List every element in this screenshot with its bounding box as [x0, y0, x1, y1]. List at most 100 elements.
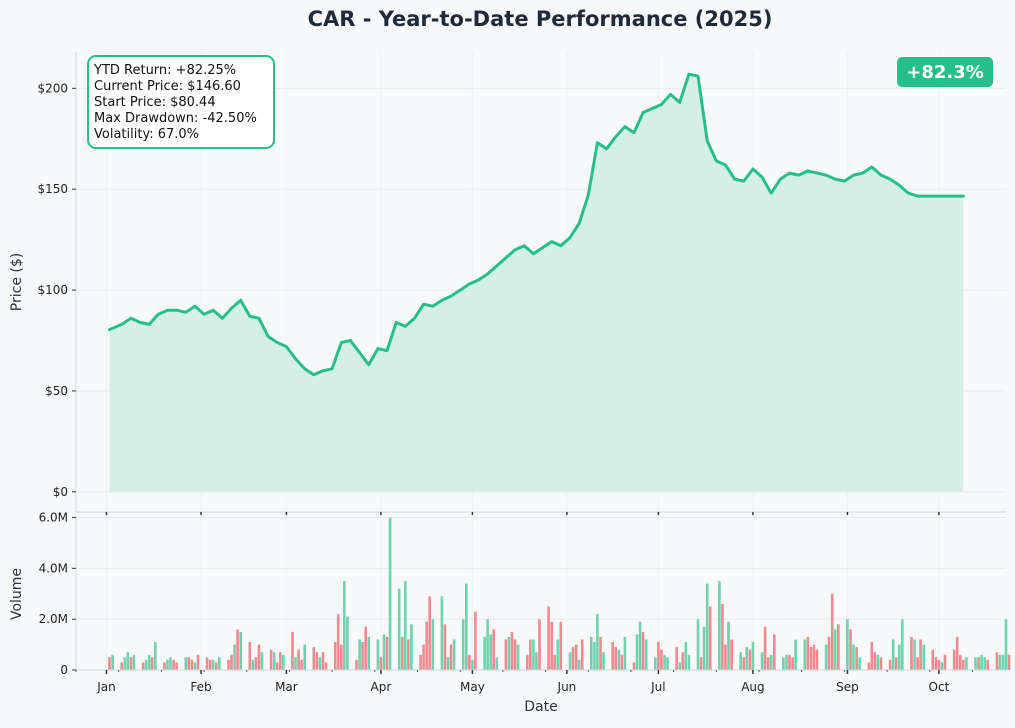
volume-bar [553, 654, 556, 670]
volume-bar [696, 619, 700, 670]
volume-bar [580, 639, 584, 670]
volume-bar [849, 629, 852, 670]
volume-bar [324, 662, 328, 670]
volume-bar [120, 662, 123, 670]
volume-bar [419, 654, 422, 670]
volume-bar [547, 606, 550, 670]
volume-bar [986, 659, 989, 670]
volume-bar [769, 654, 773, 670]
return-badge: +82.3% [897, 57, 993, 87]
volume-bar [300, 659, 303, 670]
volume-bar [275, 662, 279, 670]
volume-bar [422, 644, 425, 670]
volume-bar [507, 637, 511, 670]
volume-bar [760, 652, 764, 670]
volume-bar [251, 659, 255, 670]
volume-x-tick-label: May [460, 680, 485, 694]
volume-bar [471, 659, 474, 670]
volume-bar [303, 644, 306, 670]
volume-bar [620, 654, 624, 670]
volume-bar [461, 619, 465, 670]
volume-bar [684, 642, 688, 670]
stats-line-volatility: Volatility: 67.0% [94, 127, 199, 142]
volume-y-tick-label: 4.0M [39, 561, 68, 575]
volume-bar [230, 654, 233, 670]
price-y-tick-label: $50 [45, 384, 68, 398]
volume-bar [495, 657, 499, 670]
volume-bar [532, 639, 535, 670]
volume-x-tick-label: Aug [741, 680, 764, 694]
volume-bar [940, 662, 944, 670]
volume-bar [952, 649, 956, 670]
volume-bar [858, 657, 861, 670]
volume-bar [806, 637, 810, 670]
volume-bar [239, 631, 242, 670]
volume-bar [568, 652, 572, 670]
volume-bar [931, 649, 935, 670]
volume-bar [657, 642, 660, 670]
volume-bar [846, 619, 849, 670]
stats-box: YTD Return: +82.25% Current Price: $146.… [87, 55, 275, 149]
volume-x-tick-label: Oct [929, 680, 950, 694]
volume-bar [745, 647, 749, 670]
volume-x-tick-label: Jul [650, 680, 665, 694]
volume-bar [282, 654, 285, 670]
volume-bar [535, 652, 538, 670]
volume-bar [169, 657, 172, 670]
volume-bar [257, 644, 261, 670]
volume-bar [343, 581, 346, 670]
volume-bar [132, 654, 136, 670]
volume-bar [702, 626, 706, 670]
volume-bar [632, 662, 636, 670]
volume-bar [321, 652, 325, 670]
volume-bar [355, 659, 358, 670]
volume-bar [873, 652, 877, 670]
volume-bar [635, 634, 639, 670]
volume-bar [937, 659, 941, 670]
volume-bar [614, 647, 617, 670]
volume-bar [910, 637, 913, 670]
volume-x-tick-label: Sep [836, 680, 859, 694]
volume-bar [297, 649, 300, 670]
volume-bar [190, 659, 194, 670]
volume-bar [623, 637, 627, 670]
volume-bar [809, 647, 813, 670]
price-y-tick-label: $100 [37, 283, 68, 297]
volume-bar [144, 659, 148, 670]
volume-bar [401, 637, 404, 670]
volume-bar [852, 644, 855, 670]
volume-bar [312, 647, 316, 670]
volume-bar [385, 637, 389, 670]
volume-bar [788, 654, 791, 670]
volume-bar [727, 621, 730, 670]
volume-bar [678, 662, 681, 670]
volume-bar [141, 662, 145, 670]
volume-bar [315, 652, 319, 670]
volume-bar [1001, 654, 1005, 670]
volume-bar [236, 629, 239, 670]
volume-bar [175, 662, 178, 670]
volume-bar [388, 517, 392, 670]
volume-bar [888, 659, 892, 670]
volume-bar [446, 657, 450, 670]
volume-bar [211, 659, 215, 670]
volume-bar [965, 657, 968, 670]
price-y-tick-label: $200 [37, 81, 68, 95]
volume-bar [529, 639, 532, 670]
volume-panel-bg [76, 515, 1006, 670]
volume-bar [361, 642, 364, 670]
volume-bar [504, 639, 508, 670]
volume-bar [218, 657, 221, 670]
volume-bar [660, 649, 663, 670]
volume-bar [785, 654, 788, 670]
volume-bar [172, 659, 175, 670]
volume-bar [227, 659, 230, 670]
volume-bar [995, 652, 999, 670]
return-badge-bg [897, 57, 993, 87]
volume-bar [291, 631, 294, 670]
volume-bar [617, 649, 621, 670]
volume-bar [486, 619, 489, 670]
volume-bar [898, 644, 901, 670]
